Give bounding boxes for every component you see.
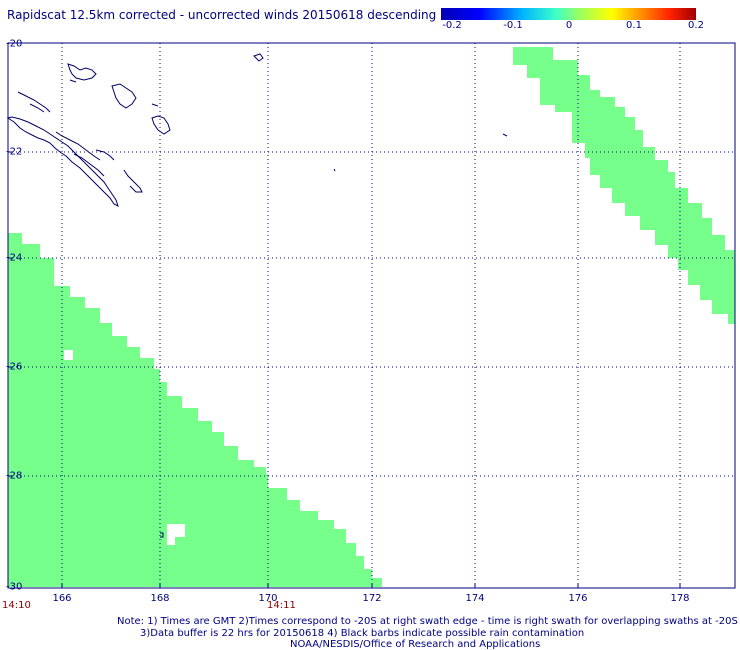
data-gap xyxy=(167,524,185,537)
colorbar-tick-label: 0.1 xyxy=(626,20,642,31)
swath-region xyxy=(8,233,382,587)
longitude-label: 178 xyxy=(670,593,690,604)
coastline xyxy=(6,53,508,538)
swath-time-label: 14:10 xyxy=(2,600,31,611)
data-gap xyxy=(64,350,73,360)
map-title: Rapidscat 12.5km corrected - uncorrected… xyxy=(7,8,437,22)
colorbar-tick-label: 0 xyxy=(565,20,573,31)
swath-region xyxy=(513,47,735,324)
footnote-line: 3)Data buffer is 22 hrs for 20150618 4) … xyxy=(140,628,585,639)
longitude-label: 172 xyxy=(362,593,382,604)
longitude-label: 170 xyxy=(258,593,278,604)
colorbar-tick-label: -0.1 xyxy=(503,20,523,31)
footnote-credit: NOAA/NESDIS/Office of Research and Appli… xyxy=(290,639,541,650)
axis-ticks xyxy=(8,42,681,588)
latitude-label: -24 xyxy=(6,252,23,264)
map-grid xyxy=(8,43,735,588)
latitude-label: -28 xyxy=(6,470,23,482)
color-scale-bar xyxy=(441,8,696,20)
latitude-label: -26 xyxy=(6,361,23,373)
longitude-label: 176 xyxy=(568,593,588,604)
swath-time-label: 14:11 xyxy=(267,600,296,611)
latitude-label: -20 xyxy=(6,38,23,50)
longitude-label: 168 xyxy=(150,593,170,604)
colorbar-tick-label: 0.2 xyxy=(688,20,704,31)
colorbar-tick-label: -0.2 xyxy=(442,20,462,31)
latitude-label: -22 xyxy=(6,146,23,158)
longitude-label: 166 xyxy=(52,593,72,604)
footnote-line: Note: 1) Times are GMT 2)Times correspon… xyxy=(117,616,738,627)
longitude-label: 174 xyxy=(465,593,485,604)
latitude-label: -30 xyxy=(6,581,23,593)
data-gap xyxy=(167,537,175,545)
